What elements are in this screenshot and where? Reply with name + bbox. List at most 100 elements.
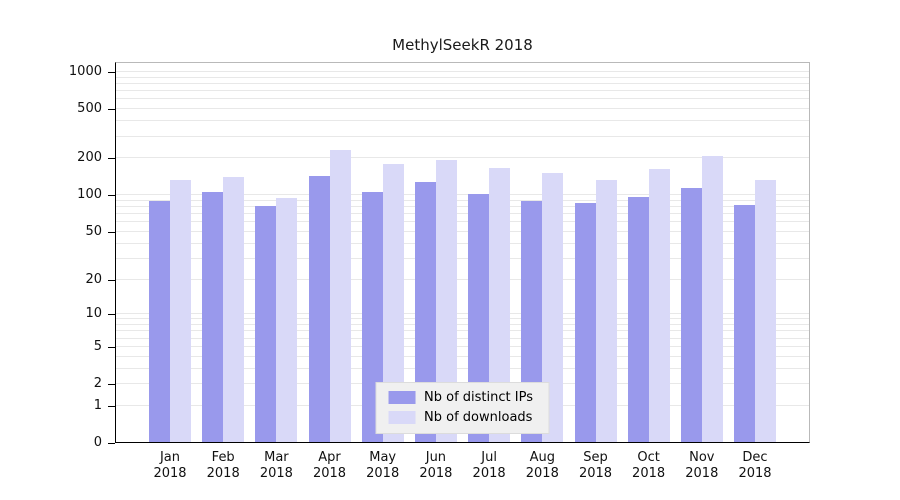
y-axis-tick-label: 1 xyxy=(93,397,102,413)
bar-distinct-ips-aug xyxy=(521,201,543,442)
gridline xyxy=(116,108,809,110)
bar-distinct-ips-jan xyxy=(149,201,170,442)
x-axis-year-label: 2018 xyxy=(259,466,293,481)
y-axis-tick xyxy=(108,279,115,281)
gridline xyxy=(116,83,809,84)
y-axis-tick xyxy=(108,109,115,111)
x-axis-year-label: 2018 xyxy=(472,466,506,481)
x-axis-year-label: 2018 xyxy=(578,466,613,481)
bar-distinct-ips-jun xyxy=(414,182,436,442)
bar-distinct-ips-nov xyxy=(680,188,702,442)
y-axis-tick-label: 500 xyxy=(77,101,102,117)
legend-label-distinct-ips: Nb of distinct IPs xyxy=(424,390,533,405)
bar-downloads-apr xyxy=(329,149,351,442)
y-axis-tick-label: 20 xyxy=(85,271,102,287)
x-axis-month-label: Mar xyxy=(264,450,289,465)
bar-downloads-feb xyxy=(223,177,245,442)
x-axis-year-label: 2018 xyxy=(632,466,666,481)
x-axis-month-label: Apr xyxy=(318,450,341,465)
gridline xyxy=(116,230,809,232)
x-axis-month-label: Jul xyxy=(481,450,497,465)
x-axis-month-label: Oct xyxy=(637,450,660,465)
gridline xyxy=(116,313,809,315)
y-axis-tick xyxy=(108,158,115,160)
gridline xyxy=(116,242,809,244)
gridline xyxy=(116,337,809,339)
bar-distinct-ips-mar xyxy=(255,206,277,442)
x-axis-year-label: 2018 xyxy=(366,466,400,481)
bar-downloads-dec xyxy=(755,180,776,442)
y-axis-tick xyxy=(108,314,115,316)
y-axis-tick-label: 50 xyxy=(85,223,102,239)
gridline xyxy=(116,98,809,100)
gridline xyxy=(116,330,809,332)
y-axis-tick-label: 5 xyxy=(93,338,102,354)
x-axis-month-label: Aug xyxy=(529,450,555,465)
gridline xyxy=(116,367,809,369)
bar-distinct-ips-dec xyxy=(734,204,755,442)
x-axis-month-label: Dec xyxy=(742,450,768,465)
gridline xyxy=(116,257,809,259)
y-axis-tick xyxy=(108,195,115,197)
legend-label-downloads: Nb of downloads xyxy=(424,410,533,425)
bar-downloads-nov xyxy=(701,155,723,442)
gridline xyxy=(116,199,809,201)
x-axis-year-label: 2018 xyxy=(312,466,347,481)
plot-area: Nb of distinct IPs Nb of downloads xyxy=(115,62,810,443)
x-axis-month-label: Sep xyxy=(583,450,608,465)
legend-item-distinct-ips: Nb of distinct IPs xyxy=(388,390,533,405)
y-axis-tick-label: 10 xyxy=(85,306,102,322)
gridline xyxy=(116,318,809,320)
legend-item-downloads: Nb of downloads xyxy=(388,410,533,425)
gridline xyxy=(116,221,809,223)
gridline xyxy=(116,135,809,137)
gridline xyxy=(116,206,809,207)
y-axis-tick xyxy=(108,405,115,407)
x-axis-year-label: 2018 xyxy=(419,466,453,481)
bar-downloads-sep xyxy=(595,180,617,442)
chart-title: MethylSeekR 2018 xyxy=(392,36,533,54)
legend: Nb of distinct IPs Nb of downloads xyxy=(375,382,550,434)
x-axis-month-label: May xyxy=(369,450,397,465)
gridline xyxy=(116,71,809,72)
bar-downloads-jul xyxy=(489,167,511,442)
gridline xyxy=(116,355,809,357)
gridline xyxy=(116,90,809,92)
gridline xyxy=(116,157,809,159)
y-axis-tick xyxy=(108,384,115,385)
legend-swatch-distinct-ips xyxy=(388,391,416,404)
bar-distinct-ips-feb xyxy=(202,191,224,442)
gridline xyxy=(116,76,809,78)
legend-swatch-downloads xyxy=(388,411,416,424)
bar-distinct-ips-sep xyxy=(574,202,596,442)
y-axis-tick xyxy=(108,443,115,444)
bar-downloads-aug xyxy=(542,172,564,442)
bar-distinct-ips-oct xyxy=(627,196,649,442)
gridline xyxy=(116,120,809,122)
y-axis-tick-label: 2 xyxy=(93,376,102,391)
x-axis-month-label: Jan xyxy=(159,450,181,465)
bar-distinct-ips-apr xyxy=(308,176,330,442)
y-axis-tick xyxy=(108,231,115,233)
y-axis-tick xyxy=(108,72,115,73)
gridline xyxy=(116,213,809,215)
y-axis-tick xyxy=(108,346,115,348)
bar-downloads-may xyxy=(382,164,404,442)
y-axis-tick-label: 0 xyxy=(93,435,102,450)
bar-downloads-jan xyxy=(170,180,191,442)
bar-distinct-ips-jul xyxy=(468,194,490,442)
x-axis-year-label: 2018 xyxy=(206,466,240,481)
x-axis-year-label: 2018 xyxy=(525,466,559,481)
x-axis-year-label: 2018 xyxy=(685,466,719,481)
bar-downloads-oct xyxy=(648,169,670,442)
gridline xyxy=(116,278,809,280)
x-axis-month-label: Nov xyxy=(689,450,715,465)
gridline xyxy=(116,345,809,347)
y-axis-tick-label: 1000 xyxy=(68,64,102,79)
gridline xyxy=(116,324,809,325)
y-axis-tick-label: 100 xyxy=(77,187,102,203)
x-axis-month-label: Jun xyxy=(425,450,447,465)
bar-distinct-ips-may xyxy=(361,191,383,442)
x-axis-year-label: 2018 xyxy=(738,466,772,481)
